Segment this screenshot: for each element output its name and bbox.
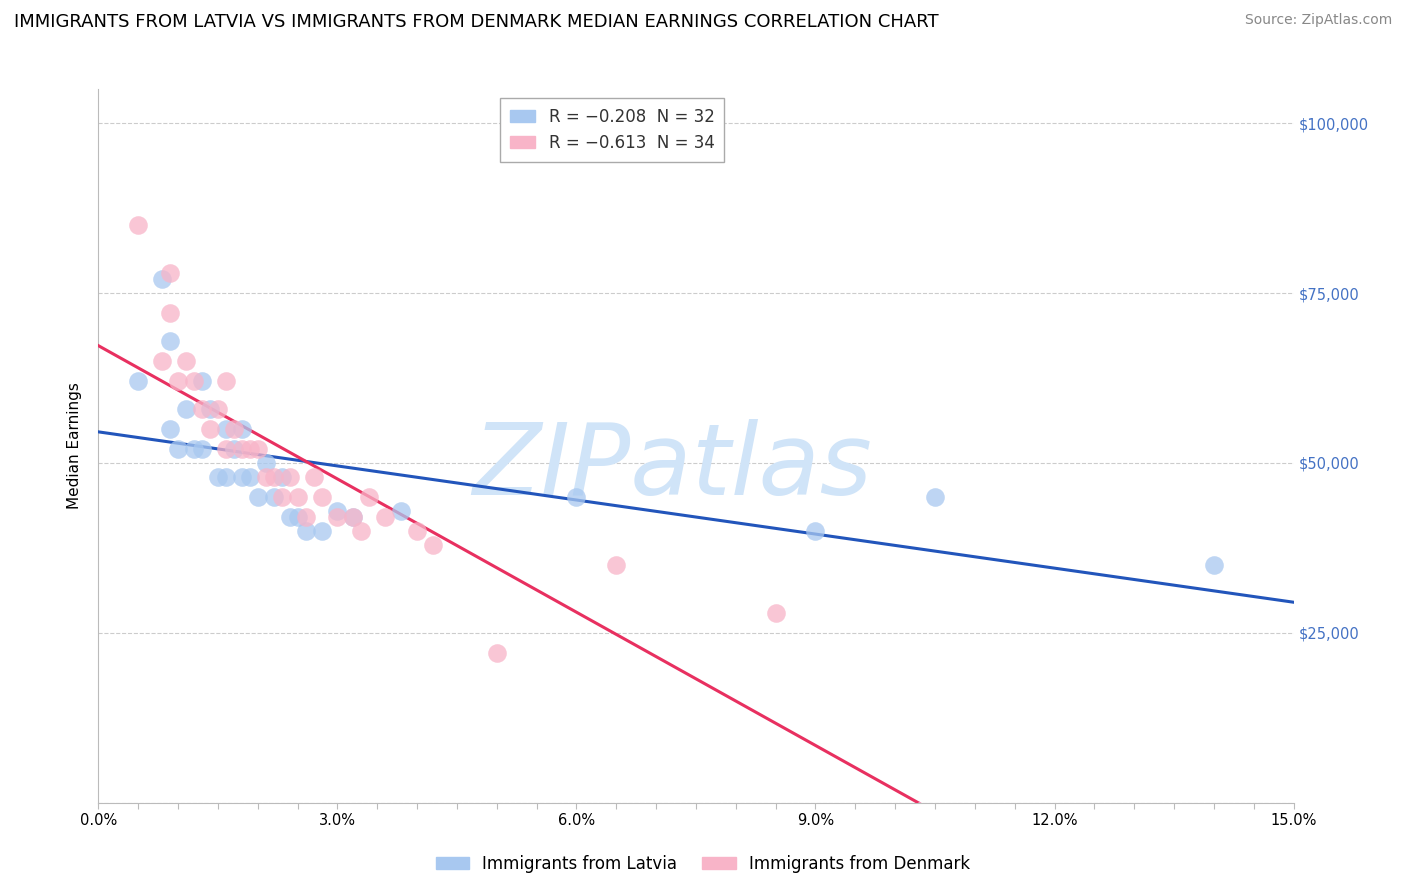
Point — [215, 469, 238, 483]
Text: Source: ZipAtlas.com: Source: ZipAtlas.com — [1244, 13, 1392, 28]
Point — [246, 490, 269, 504]
Point — [326, 510, 349, 524]
Point — [191, 401, 214, 416]
Point — [198, 422, 221, 436]
Point — [389, 503, 412, 517]
Point — [254, 456, 277, 470]
Legend: R = −0.208  N = 32, R = −0.613  N = 34: R = −0.208 N = 32, R = −0.613 N = 34 — [501, 97, 724, 161]
Point — [183, 442, 205, 457]
Point — [485, 646, 508, 660]
Point — [254, 469, 277, 483]
Point — [215, 375, 238, 389]
Point — [342, 510, 364, 524]
Point — [765, 606, 787, 620]
Text: ZIPatlas: ZIPatlas — [472, 419, 872, 516]
Point — [215, 442, 238, 457]
Point — [239, 469, 262, 483]
Point — [183, 375, 205, 389]
Point — [422, 537, 444, 551]
Point — [167, 442, 190, 457]
Point — [207, 401, 229, 416]
Point — [406, 524, 429, 538]
Point — [222, 422, 245, 436]
Point — [1202, 558, 1225, 572]
Point — [270, 469, 292, 483]
Point — [294, 524, 316, 538]
Point — [350, 524, 373, 538]
Point — [294, 510, 316, 524]
Point — [278, 469, 301, 483]
Point — [150, 354, 173, 368]
Point — [302, 469, 325, 483]
Point — [167, 375, 190, 389]
Point — [207, 469, 229, 483]
Point — [270, 490, 292, 504]
Point — [150, 272, 173, 286]
Point — [231, 422, 253, 436]
Point — [215, 422, 238, 436]
Point — [924, 490, 946, 504]
Point — [263, 469, 285, 483]
Point — [311, 524, 333, 538]
Point — [374, 510, 396, 524]
Text: IMMIGRANTS FROM LATVIA VS IMMIGRANTS FROM DENMARK MEDIAN EARNINGS CORRELATION CH: IMMIGRANTS FROM LATVIA VS IMMIGRANTS FRO… — [14, 13, 939, 31]
Point — [159, 266, 181, 280]
Point — [159, 422, 181, 436]
Point — [359, 490, 381, 504]
Point — [246, 442, 269, 457]
Point — [804, 524, 827, 538]
Point — [174, 354, 197, 368]
Point — [159, 334, 181, 348]
Point — [127, 375, 149, 389]
Point — [198, 401, 221, 416]
Point — [239, 442, 262, 457]
Y-axis label: Median Earnings: Median Earnings — [67, 383, 83, 509]
Point — [222, 442, 245, 457]
Point — [127, 218, 149, 232]
Point — [278, 510, 301, 524]
Point — [342, 510, 364, 524]
Legend: Immigrants from Latvia, Immigrants from Denmark: Immigrants from Latvia, Immigrants from … — [429, 848, 977, 880]
Point — [287, 490, 309, 504]
Point — [565, 490, 588, 504]
Point — [263, 490, 285, 504]
Point — [311, 490, 333, 504]
Point — [287, 510, 309, 524]
Point — [605, 558, 627, 572]
Point — [174, 401, 197, 416]
Point — [326, 503, 349, 517]
Point — [231, 469, 253, 483]
Point — [191, 442, 214, 457]
Point — [191, 375, 214, 389]
Point — [159, 306, 181, 320]
Point — [231, 442, 253, 457]
